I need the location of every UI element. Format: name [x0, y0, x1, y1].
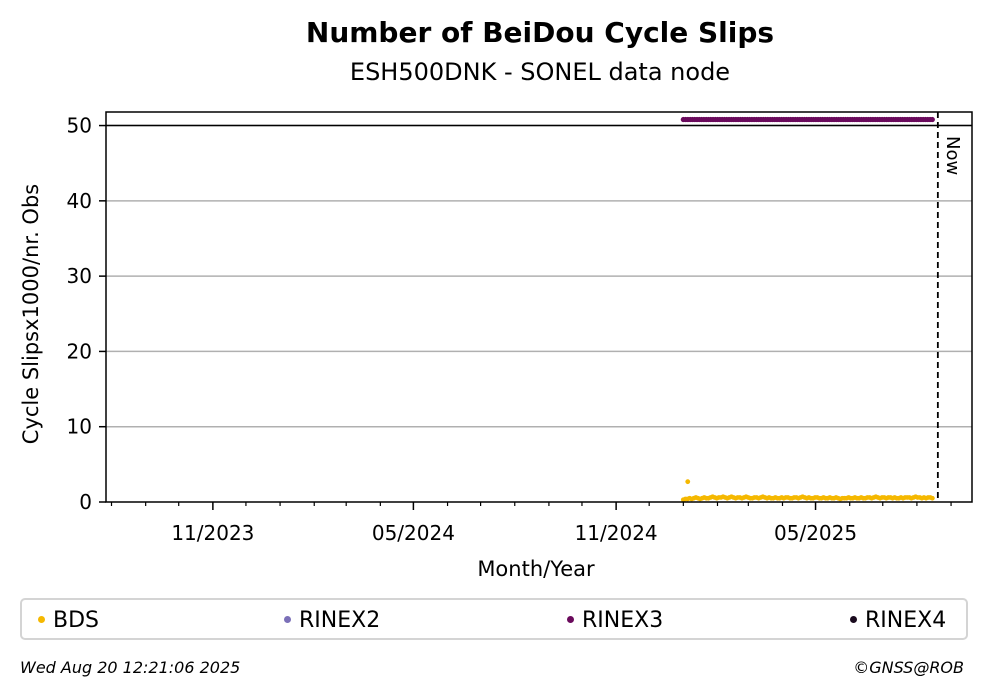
footer-credit: ©GNSS@ROB [853, 658, 964, 677]
ytick-label-30: 30 [67, 264, 92, 288]
legend-marker-rinex2 [284, 615, 291, 623]
legend-item-rinex4: RINEX4 [850, 608, 946, 633]
ytick-label-20: 20 [67, 339, 92, 363]
legend-marker-rinex4 [850, 615, 857, 623]
chart-subtitle: ESH500DNK - SONEL data node [349, 58, 731, 86]
y-axis-label: Cycle Slipsx1000/nr. Obs [19, 184, 43, 444]
xtick-label: 05/2025 [774, 521, 857, 545]
x-axis-label: Month/Year [477, 557, 595, 581]
ytick-label-10: 10 [67, 415, 92, 439]
legend-item-rinex2: RINEX2 [284, 608, 380, 633]
chart-plot: 0 10 20 30 40 50 11/2023 05/2024 11/2024 05/2025 N… [19, 111, 973, 581]
xtick-label: 11/2023 [171, 521, 254, 545]
xtick-label: 05/2024 [372, 521, 455, 545]
xtick-label: 11/2024 [575, 521, 658, 545]
footer-timestamp: Wed Aug 20 12:21:06 2025 [20, 658, 241, 677]
plot-frame [105, 111, 973, 503]
ytick-label-40: 40 [67, 189, 92, 213]
ytick-label-0: 0 [79, 490, 92, 514]
ytick-label-50: 50 [67, 114, 92, 138]
legend: BDS RINEX2 RINEX3 RINEX4 [20, 598, 968, 640]
legend-label-rinex4: RINEX4 [865, 608, 947, 633]
chart-title: Number of BeiDou Cycle Slips [305, 16, 775, 49]
rinex3-point [929, 116, 935, 123]
bds-outlier-point [685, 479, 691, 485]
legend-item-bds: BDS [38, 608, 99, 633]
legend-label-rinex2: RINEX2 [299, 608, 381, 633]
legend-marker-rinex3 [567, 615, 574, 623]
legend-marker-bds [38, 615, 45, 623]
now-label: Now [942, 136, 963, 175]
legend-label-bds: BDS [53, 608, 99, 633]
legend-label-rinex3: RINEX3 [582, 608, 664, 633]
bds-point [929, 495, 935, 501]
legend-item-rinex3: RINEX3 [567, 608, 663, 633]
